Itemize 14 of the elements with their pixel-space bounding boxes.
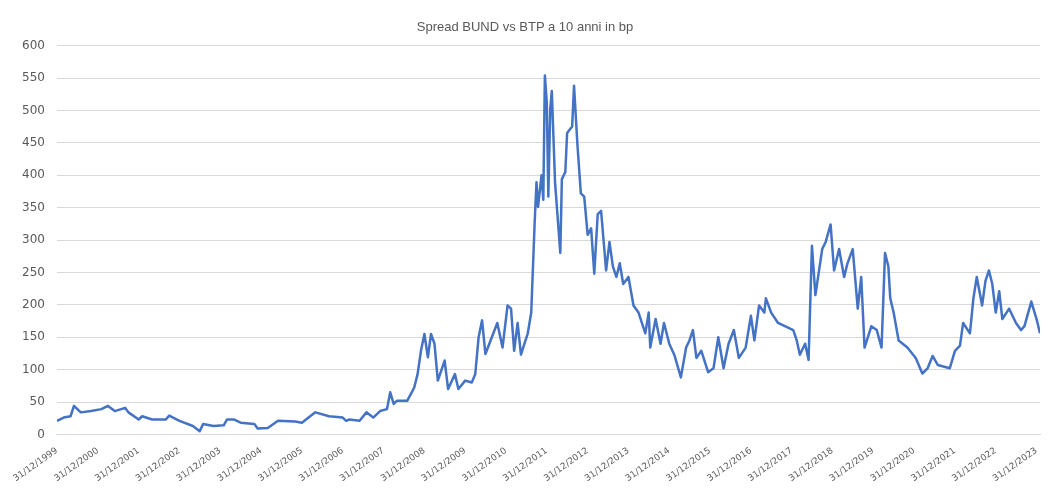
- y-tick-label: 550: [22, 70, 45, 85]
- y-tick-label: 500: [22, 102, 45, 117]
- y-tick-label: 400: [22, 167, 45, 182]
- y-tick-label: 100: [22, 361, 45, 376]
- y-tick-label: 0: [37, 426, 45, 441]
- y-tick-label: 600: [22, 37, 45, 52]
- y-tick-label: 300: [22, 232, 45, 247]
- y-tick-label: 350: [22, 199, 45, 214]
- y-tick-label: 250: [22, 264, 45, 279]
- y-tick-label: 200: [22, 296, 45, 311]
- y-tick-label: 150: [22, 329, 45, 344]
- y-tick-label: 450: [22, 134, 45, 149]
- chart-title: Spread BUND vs BTP a 10 anni in bp: [416, 19, 634, 35]
- y-tick-label: 50: [29, 394, 45, 409]
